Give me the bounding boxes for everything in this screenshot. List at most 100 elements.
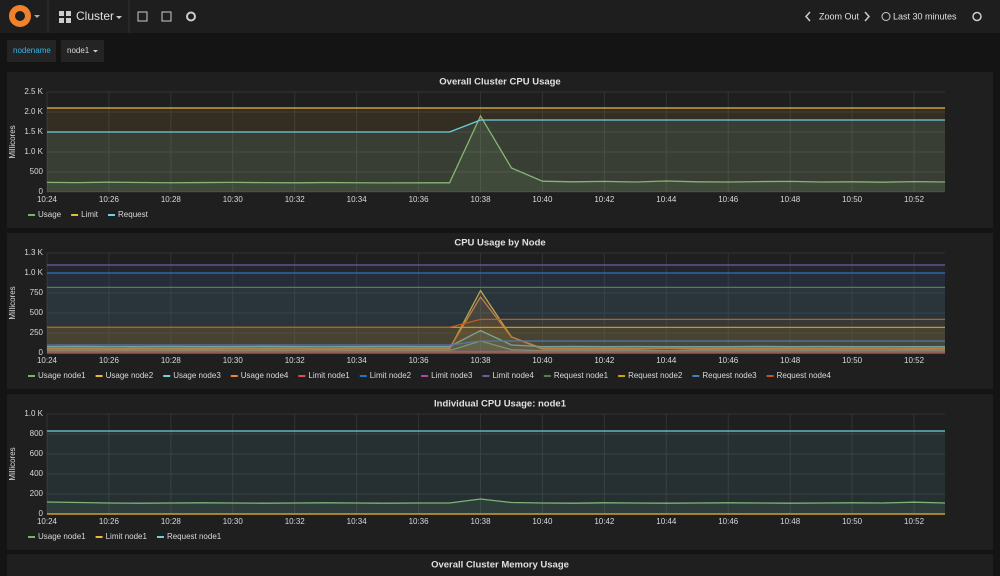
x-tick-label: 10:44	[656, 356, 677, 365]
dashboard-title[interactable]: Cluster	[76, 9, 114, 23]
grid-icon	[59, 11, 64, 16]
area-fill	[47, 108, 945, 192]
area-fill	[47, 330, 945, 353]
settings-icon[interactable]	[186, 11, 196, 22]
panel-title: Individual CPU Usage: node1	[434, 399, 567, 410]
x-tick-label: 10:46	[718, 356, 739, 365]
y-tick-label: 800	[30, 429, 44, 438]
legend-item[interactable]: Request node1	[554, 371, 609, 380]
y-tick-label: 2.5 K	[24, 87, 43, 96]
legend-item[interactable]: Usage node2	[106, 371, 154, 380]
y-tick-label: 1.3 K	[24, 248, 43, 257]
legend-item[interactable]: Usage node1	[38, 532, 86, 541]
legend-item[interactable]: Request node3	[702, 371, 757, 380]
x-tick-label: 10:48	[780, 356, 801, 365]
legend-item[interactable]: Limit	[81, 210, 99, 219]
x-tick-label: 10:50	[842, 356, 863, 365]
x-tick-label: 10:50	[842, 517, 863, 526]
legend-item[interactable]: Limit node3	[431, 371, 473, 380]
x-tick-label: 10:40	[532, 356, 553, 365]
area-fill	[47, 273, 945, 353]
x-tick-label: 10:40	[532, 195, 553, 204]
grid-icon	[66, 18, 71, 23]
x-tick-label: 10:36	[409, 517, 430, 526]
y-tick-label: 500	[30, 308, 44, 317]
y-tick-label: 0	[39, 509, 44, 518]
y-tick-label: 0	[39, 187, 44, 196]
x-tick-label: 10:38	[471, 356, 492, 365]
y-axis-label: Millicores	[8, 125, 17, 158]
x-tick-label: 10:34	[347, 195, 368, 204]
variable-label-box	[7, 40, 56, 62]
top-bar	[0, 0, 1000, 33]
grid-icon	[66, 11, 71, 16]
caret	[116, 16, 122, 19]
x-tick-label: 10:40	[532, 517, 553, 526]
zoom-right[interactable]	[864, 11, 871, 22]
x-tick-label: 10:24	[37, 517, 58, 526]
x-tick-label: 10:24	[37, 195, 58, 204]
x-tick-label: 10:30	[223, 517, 244, 526]
variable-select[interactable]	[61, 40, 104, 62]
save-icon[interactable]	[161, 11, 172, 22]
legend-item[interactable]: Request node4	[777, 371, 832, 380]
legend-item[interactable]: Usage node4	[241, 371, 289, 380]
x-tick-label: 10:30	[223, 356, 244, 365]
series-line	[47, 318, 945, 329]
x-tick-label: 10:46	[718, 195, 739, 204]
x-tick-label: 10:38	[471, 517, 492, 526]
area-fill	[47, 431, 945, 514]
legend-item[interactable]: Usage	[38, 210, 62, 219]
zoom-left[interactable]	[804, 11, 811, 22]
legend-item[interactable]: Limit node4	[492, 371, 534, 380]
y-tick-label: 2.0 K	[24, 107, 43, 116]
legend-item[interactable]: Limit node2	[370, 371, 412, 380]
legend-item[interactable]: Request node1	[167, 532, 222, 541]
area-fill	[47, 287, 945, 353]
area-fill	[47, 327, 945, 353]
series-line	[46, 289, 946, 350]
time-range[interactable]: Last 30 minutes	[893, 11, 957, 21]
x-tick-label: 10:48	[780, 517, 801, 526]
panel-title: Overall Cluster CPU Usage	[439, 77, 560, 88]
x-tick-label: 10:44	[656, 517, 677, 526]
zoom-out[interactable]: Zoom Out	[819, 11, 860, 21]
legend-item[interactable]: Usage node3	[173, 371, 221, 380]
legend-item[interactable]: Limit node1	[308, 371, 350, 380]
x-tick-label: 10:24	[37, 356, 58, 365]
legend-item[interactable]: Request	[118, 210, 149, 219]
variable-label: nodename	[13, 46, 51, 55]
caret	[93, 50, 98, 53]
clock-icon	[881, 12, 891, 21]
area-fill	[47, 341, 945, 353]
y-tick-label: 750	[30, 288, 44, 297]
caret	[34, 15, 40, 18]
share-icon[interactable]	[137, 11, 148, 22]
legend-item[interactable]: Limit node1	[106, 532, 148, 541]
legend-item[interactable]: Usage node1	[38, 371, 86, 380]
y-tick-label: 1.0 K	[24, 268, 43, 277]
series-line	[46, 329, 946, 348]
x-tick-label: 10:32	[285, 195, 306, 204]
x-tick-label: 10:26	[99, 195, 120, 204]
x-tick-label: 10:36	[409, 356, 430, 365]
area-fill	[47, 499, 945, 514]
y-tick-label: 250	[30, 328, 44, 337]
x-tick-label: 10:34	[347, 517, 368, 526]
y-tick-label: 1.0 K	[24, 409, 43, 418]
area-fill	[47, 341, 945, 353]
area-fill	[47, 297, 945, 353]
x-tick-label: 10:52	[904, 195, 925, 204]
y-tick-label: 0	[39, 348, 44, 357]
series-line	[47, 340, 945, 346]
series-line	[46, 114, 946, 184]
variable-value[interactable]: node1	[67, 46, 90, 55]
x-tick-label: 10:46	[718, 517, 739, 526]
refresh-icon[interactable]	[972, 11, 982, 22]
legend-item[interactable]: Request node2	[628, 371, 683, 380]
x-tick-label: 10:44	[656, 195, 677, 204]
x-tick-label: 10:42	[594, 517, 615, 526]
series-line	[46, 340, 946, 352]
x-tick-label: 10:36	[409, 195, 430, 204]
